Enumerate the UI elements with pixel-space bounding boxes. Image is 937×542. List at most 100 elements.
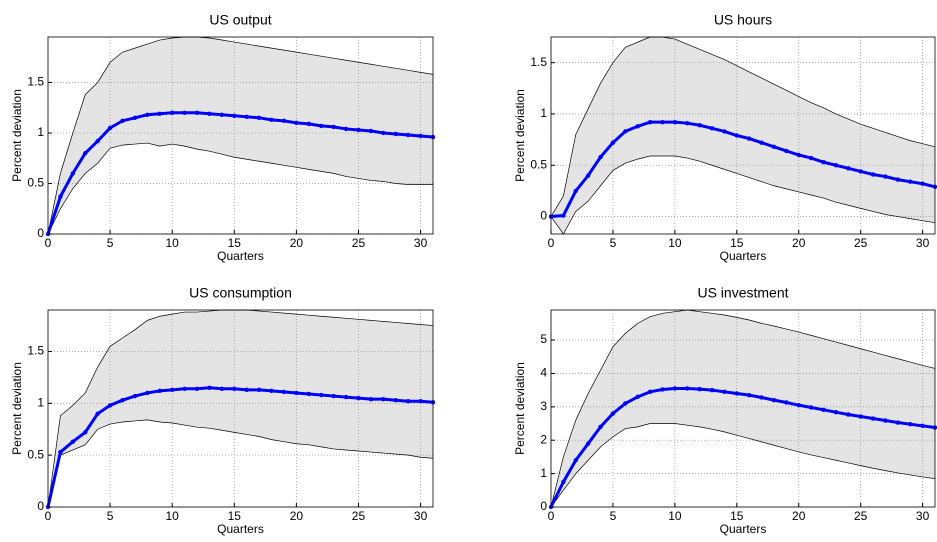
data-point (635, 124, 640, 129)
data-point (771, 144, 777, 149)
data-point (647, 389, 653, 395)
data-point (685, 120, 690, 126)
x-tick-label: 0 (548, 236, 555, 250)
x-tick-label: 5 (107, 236, 114, 250)
x-tick-label: 15 (228, 509, 242, 523)
x-tick-label: 30 (414, 236, 428, 250)
data-point (294, 390, 299, 396)
x-tick-label: 15 (730, 509, 744, 523)
x-tick-label: 0 (548, 509, 555, 523)
data-point (697, 123, 702, 128)
y-axis-label: Percent deviation (10, 362, 24, 455)
x-tick-label: 25 (854, 236, 868, 250)
data-point (895, 177, 901, 182)
y-tick-label: 0.5 (27, 447, 44, 461)
data-point (734, 391, 740, 396)
x-axis-label: Quarters (217, 249, 264, 263)
x-tick-label: 20 (792, 236, 806, 250)
data-point (58, 449, 63, 455)
band-edge (47, 142, 433, 235)
x-tick-label: 10 (166, 509, 180, 523)
data-point (145, 390, 150, 396)
data-point (908, 421, 913, 427)
data-point (145, 112, 150, 117)
data-point (169, 387, 175, 393)
data-point (194, 110, 200, 115)
band-edge (550, 309, 936, 508)
data-point (319, 123, 324, 129)
data-point (573, 188, 578, 194)
data-point (107, 403, 113, 408)
data-point (368, 128, 374, 134)
data-point (647, 119, 653, 125)
y-tick-label: 4 (540, 366, 547, 380)
data-point (331, 124, 336, 130)
data-point (306, 391, 312, 397)
data-point (319, 392, 324, 398)
x-axis-label: Quarters (720, 522, 767, 536)
data-point (83, 150, 88, 156)
data-point (343, 126, 349, 132)
data-point (697, 386, 702, 392)
x-tick-label: 20 (290, 236, 304, 250)
data-point (610, 411, 616, 416)
data-point (858, 414, 863, 419)
data-point (83, 430, 88, 435)
data-point (194, 386, 200, 391)
data-point (157, 388, 162, 394)
chart-title: US hours (714, 12, 772, 28)
data-point (771, 397, 777, 403)
data-point (722, 129, 727, 134)
x-tick-label: 15 (730, 236, 744, 250)
data-point (256, 115, 262, 121)
x-tick-label: 25 (352, 236, 366, 250)
data-point (734, 133, 740, 138)
data-point (660, 387, 665, 392)
y-tick-label: 1 (540, 466, 547, 480)
axes-box (550, 36, 936, 235)
data-point (561, 213, 566, 218)
data-point (709, 387, 715, 393)
x-tick-label: 25 (352, 509, 366, 523)
data-point (759, 395, 764, 400)
x-tick-label: 30 (414, 509, 428, 523)
data-point (883, 174, 888, 179)
data-point (405, 399, 411, 404)
data-point (169, 110, 175, 115)
data-point (784, 400, 789, 405)
y-tick-label: 0 (540, 209, 547, 223)
data-point (623, 401, 628, 406)
y-tick-label: 1.5 (530, 55, 547, 69)
y-tick-label: 0 (540, 499, 547, 513)
data-point (219, 386, 225, 391)
confidence-band (551, 310, 935, 507)
data-point (294, 120, 299, 126)
x-tick-label: 5 (107, 509, 114, 523)
x-tick-label: 30 (916, 236, 930, 250)
data-point (381, 130, 386, 136)
x-axis-label: Quarters (720, 249, 767, 263)
y-tick-label: 0.5 (530, 157, 547, 171)
data-point (833, 163, 839, 168)
data-point (381, 396, 386, 402)
data-point (331, 393, 336, 399)
x-tick-label: 15 (228, 236, 242, 250)
data-point (846, 166, 851, 171)
confidence-band (48, 310, 433, 507)
band-edge (47, 419, 434, 508)
data-point (405, 132, 411, 138)
y-tick-label: 0 (37, 226, 44, 240)
data-point (746, 136, 752, 141)
y-tick-label: 1 (37, 395, 44, 409)
band-edge (550, 36, 936, 217)
data-point (95, 138, 100, 144)
data-point (709, 126, 715, 131)
x-tick-label: 10 (166, 236, 180, 250)
data-point (232, 386, 237, 391)
data-point (784, 148, 789, 154)
x-tick-label: 0 (45, 509, 52, 523)
data-point (182, 110, 187, 115)
y-tick-label: 5 (540, 332, 547, 346)
subplot: 0 5 10 15 20 25 30 0 1 2 3 4 5 US investment Quarters P… (513, 285, 937, 536)
